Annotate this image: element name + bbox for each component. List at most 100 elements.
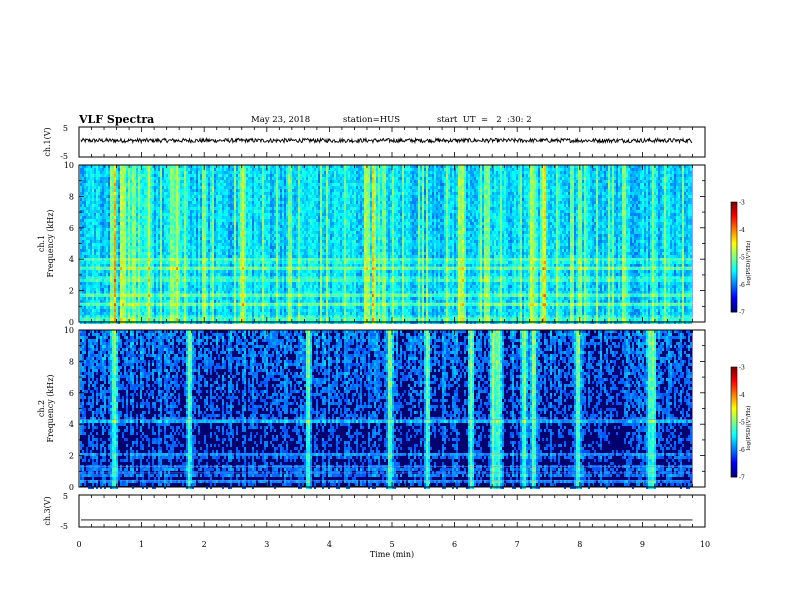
spectrogram-cell: [82, 201, 84, 204]
spectrogram-cell: [106, 177, 108, 180]
spectrogram-cell: [196, 282, 198, 285]
spectrogram-cell: [228, 243, 230, 246]
spectrogram-cell: [224, 318, 226, 321]
spectrogram-cell: [108, 216, 110, 219]
spectrogram-cell: [230, 171, 232, 174]
spectrogram-cell: [258, 198, 260, 201]
spectrogram-cell: [106, 198, 108, 201]
spectrogram-cell: [92, 186, 94, 189]
spectrogram-cell: [182, 243, 184, 246]
spectrogram-cell: [132, 252, 134, 255]
spectrogram-cell: [244, 189, 246, 192]
spectrogram-cell: [222, 192, 224, 195]
spectrogram-cell: [208, 279, 210, 282]
spectrogram-cell: [178, 204, 180, 207]
spectrogram-cell: [106, 201, 108, 204]
spectrogram-cell: [116, 252, 118, 255]
spectrogram-cell: [142, 189, 144, 192]
spectrogram-cell: [120, 231, 122, 234]
spectrogram-cell: [132, 183, 134, 186]
spectrogram-cell: [258, 213, 260, 216]
spectrogram-cell: [178, 234, 180, 237]
spectrogram-cell: [232, 186, 234, 189]
spectrogram-cell: [84, 171, 86, 174]
spectrogram-cell: [128, 243, 130, 246]
spectrogram-cell: [208, 195, 210, 198]
spectrogram-cell: [190, 207, 192, 210]
spectrogram-cell: [244, 219, 246, 222]
spectrogram-cell: [94, 183, 96, 186]
spectrogram-cell: [116, 246, 118, 249]
spectrogram-cell: [124, 237, 126, 240]
spectrogram-cell: [116, 300, 118, 303]
spectrogram-cell: [192, 183, 194, 186]
spectrogram-cell: [234, 183, 236, 186]
spectrogram-cell: [80, 228, 82, 231]
spectrogram-cell: [222, 300, 224, 303]
spectrogram-cell: [162, 192, 164, 195]
spectrogram-cell: [106, 219, 108, 222]
spectrogram-cell: [188, 249, 190, 252]
spectrogram-cell: [230, 300, 232, 303]
spectrogram-cell: [116, 168, 118, 171]
spectrogram-cell: [118, 237, 120, 240]
spectrogram-cell: [162, 297, 164, 300]
spectrogram-cell: [190, 180, 192, 183]
spectrogram-cell: [144, 183, 146, 186]
spectrogram-cell: [152, 228, 154, 231]
spectrogram-cell: [162, 177, 164, 180]
spectrogram-cell: [132, 207, 134, 210]
spectrogram-cell: [260, 285, 262, 288]
spectrogram-cell: [254, 180, 256, 183]
spectrogram-cell: [142, 300, 144, 303]
spectrogram-cell: [154, 246, 156, 249]
spectrogram-cell: [118, 177, 120, 180]
spectrogram-cell: [120, 210, 122, 213]
spectrogram-cell: [186, 189, 188, 192]
spectrogram-cell: [90, 195, 92, 198]
spectrogram-cell: [92, 240, 94, 243]
spectrogram-cell: [254, 168, 256, 171]
spectrogram-cell: [256, 228, 258, 231]
spectrogram-cell: [210, 219, 212, 222]
spectrogram-cell: [214, 285, 216, 288]
spectrogram-cell: [230, 282, 232, 285]
spectrogram-cell: [142, 216, 144, 219]
spectrogram-cell: [188, 288, 190, 291]
spectrogram-cell: [124, 252, 126, 255]
spectrogram-cell: [152, 312, 154, 315]
spectrogram-cell: [126, 219, 128, 222]
spectrogram-cell: [224, 231, 226, 234]
spectrogram-cell: [226, 309, 228, 312]
spectrogram-cell: [196, 306, 198, 309]
spectrogram-cell: [108, 168, 110, 171]
spectrogram-cell: [186, 171, 188, 174]
spectrogram-cell: [106, 195, 108, 198]
spectrogram-cell: [90, 237, 92, 240]
spectrogram-cell: [188, 285, 190, 288]
spectrogram-cell: [220, 186, 222, 189]
spectrogram-cell: [180, 222, 182, 225]
spectrogram-cell: [198, 195, 200, 198]
spectrogram-cell: [108, 222, 110, 225]
spectrogram-cell: [138, 306, 140, 309]
spectrogram-cell: [100, 309, 102, 312]
spectrogram-cell: [92, 204, 94, 207]
spectrogram-cell: [248, 186, 250, 189]
spectrogram-cell: [156, 252, 158, 255]
spectrogram-cell: [206, 297, 208, 300]
spectrogram-cell: [130, 219, 132, 222]
spectrogram-cell: [200, 312, 202, 315]
spectrogram-cell: [184, 312, 186, 315]
spectrogram-cell: [222, 282, 224, 285]
spectrogram-cell: [158, 309, 160, 312]
spectrogram-cell: [194, 237, 196, 240]
spectrogram-cell: [98, 216, 100, 219]
spectrogram-cell: [212, 318, 214, 321]
spectrogram-cell: [250, 177, 252, 180]
spectrogram-cell: [196, 168, 198, 171]
spectrogram-cell: [110, 285, 112, 288]
spectrogram-cell: [84, 201, 86, 204]
spectrogram-cell: [184, 240, 186, 243]
spectrogram-cell: [188, 216, 190, 219]
